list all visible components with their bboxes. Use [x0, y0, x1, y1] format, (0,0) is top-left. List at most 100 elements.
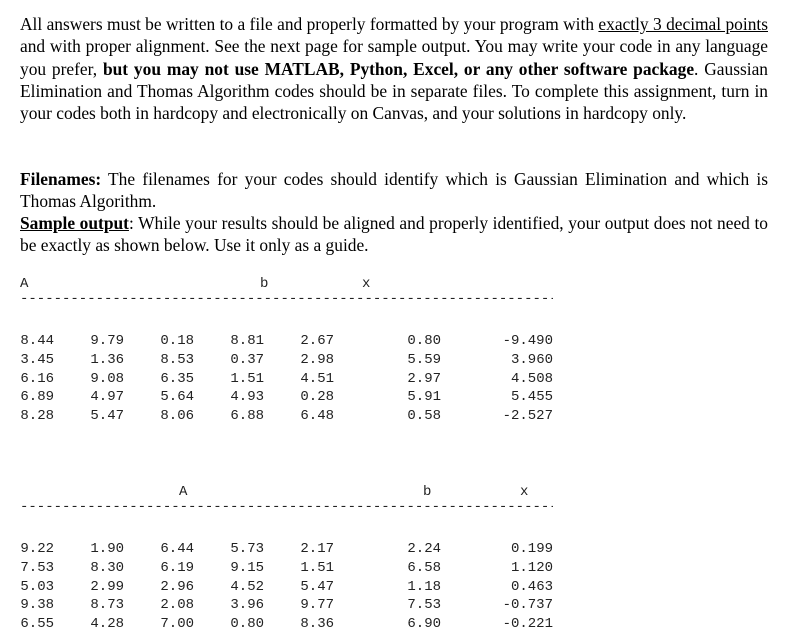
matrix-a-cell: 5.47	[300, 578, 334, 595]
matrix-a-cell: 9.15	[230, 559, 264, 576]
solution-x-cell: 0.199	[510, 541, 553, 557]
matrix-a-cell: 2.17	[300, 541, 334, 557]
matrix-a-cell: 4.93	[230, 389, 264, 406]
table-row: 6.55 4.28 7.00 0.80 8.36 6.90 -0.221	[0, 616, 795, 635]
table-row: 6.89 4.97 5.64 4.93 0.28 5.91 5.455	[0, 389, 795, 408]
solution-x-cell: -2.527	[502, 408, 553, 425]
solution-x-cell: 0.463	[510, 578, 553, 595]
matrix-a-cell: 6.88	[230, 408, 264, 425]
matrix-a-cell: 4.52	[230, 578, 264, 595]
matrix-a-cell: 3.96	[230, 597, 264, 614]
vector-b-cell: 0.58	[407, 408, 441, 425]
instructions-paragraph: All answers must be written to a file an…	[20, 13, 768, 124]
matrix-a-cell: 9.79	[90, 333, 124, 349]
header-b: b	[260, 276, 269, 292]
matrix-a-cell: 2.67	[300, 333, 334, 349]
sample-output-paragraph: Sample output: While your results should…	[20, 212, 768, 257]
matrix-a-cell: 5.64	[160, 389, 194, 406]
vector-b-cell: 6.90	[407, 616, 441, 633]
matrix-a-cell: 2.08	[160, 597, 194, 614]
bold-restriction: but you may not use MATLAB, Python, Exce…	[102, 58, 695, 79]
vector-b-cell: 7.53	[407, 597, 441, 614]
matrix-a-cell: 0.18	[160, 333, 194, 349]
matrix-a-cell: 0.37	[230, 351, 264, 368]
matrix-a-cell: 7.53	[20, 559, 54, 576]
table-row: 8.44 9.79 0.18 8.81 2.67 0.80 -9.490	[0, 333, 795, 352]
matrix-a-cell: 1.36	[90, 351, 124, 368]
solution-x-cell: 5.455	[510, 389, 553, 406]
solution-x-cell: -0.737	[502, 597, 553, 614]
matrix-a-cell: 6.19	[160, 559, 194, 576]
sample-output-label: Sample output	[20, 213, 129, 233]
solution-x-cell: 3.960	[510, 351, 553, 368]
matrix-a-cell: 8.36	[300, 616, 334, 633]
rule: ----------------------------------------…	[20, 291, 553, 307]
matrix-a-cell: 5.73	[230, 541, 264, 557]
vector-b-cell: 2.97	[407, 370, 441, 387]
header-x: x	[520, 484, 529, 500]
matrix-a-cell: 6.35	[160, 370, 194, 387]
table-row: 6.16 9.08 6.35 1.51 4.51 2.97 4.508	[0, 371, 795, 390]
matrix-a-cell: 8.73	[90, 597, 124, 614]
matrix-a-cell: 6.55	[20, 616, 54, 633]
vector-b-cell: 5.59	[407, 351, 441, 368]
filenames-label: Filenames:	[20, 169, 102, 189]
table-row: 9.22 1.90 6.44 5.73 2.17 2.24 0.199	[0, 541, 795, 560]
matrix-a-cell: 4.51	[300, 370, 334, 387]
matrix-a-cell: 2.99	[90, 578, 124, 595]
matrix-a-cell: 6.48	[300, 408, 334, 425]
matrix-a-cell: 4.28	[90, 616, 124, 633]
underlined-requirement: exactly 3 decimal points	[598, 14, 768, 34]
text: . Gaussian Elimination and Thomas Algori…	[20, 58, 768, 124]
table-row: 5.03 2.99 2.96 4.52 5.47 1.18 0.463	[0, 579, 795, 598]
matrix-a-cell: 9.22	[20, 541, 54, 557]
header-b: b	[423, 484, 432, 500]
matrix-a-cell: 8.81	[230, 333, 264, 349]
matrix-a-cell: 7.00	[160, 616, 194, 633]
table-row: 8.28 5.47 8.06 6.88 6.48 0.58 -2.527	[0, 408, 795, 427]
table-row: 7.53 8.30 6.19 9.15 1.51 6.58 1.120	[0, 560, 795, 579]
matrix-a-cell: 6.44	[160, 541, 194, 557]
matrix-a-cell: 5.47	[90, 408, 124, 425]
rule: ----------------------------------------…	[20, 499, 553, 515]
matrix-a-cell: 8.06	[160, 408, 194, 425]
matrix-a-cell: 0.80	[230, 616, 264, 633]
vector-b-cell: 6.58	[407, 559, 441, 576]
matrix-a-cell: 1.51	[300, 559, 334, 576]
matrix-a-cell: 8.30	[90, 559, 124, 576]
text: : While your results should be aligned a…	[20, 213, 768, 256]
text: All answers must be written to a file an…	[20, 14, 599, 34]
matrix-a-cell: 5.03	[20, 578, 54, 595]
matrix-a-cell: 9.38	[20, 597, 54, 614]
filenames-paragraph: Filenames: The filenames for your codes …	[20, 168, 768, 213]
vector-b-cell: 5.91	[407, 389, 441, 406]
matrix-a-cell: 8.53	[160, 351, 194, 368]
matrix-a-cell: 2.98	[300, 351, 334, 368]
solution-x-cell: 1.120	[510, 559, 553, 576]
header-A: A	[179, 484, 188, 500]
matrix-a-cell: 6.16	[20, 370, 54, 387]
table-row: 9.38 8.73 2.08 3.96 9.77 7.53 -0.737	[0, 597, 795, 616]
vector-b-cell: 2.24	[407, 541, 441, 557]
matrix-a-cell: 4.97	[90, 389, 124, 406]
text: and with proper alignment. See the next …	[20, 36, 768, 79]
matrix-a-cell: 0.28	[300, 389, 334, 406]
header-x: x	[362, 276, 371, 292]
solution-x-cell: 4.508	[510, 370, 553, 387]
matrix-a-cell: 1.90	[90, 541, 124, 557]
vector-b-cell: 0.80	[407, 333, 441, 349]
header-A: A	[20, 276, 29, 292]
matrix-a-cell: 2.96	[160, 578, 194, 595]
matrix-a-cell: 8.44	[20, 333, 54, 349]
solution-x-cell: -0.221	[502, 616, 553, 633]
text: The filenames for your codes should iden…	[20, 169, 768, 212]
vector-b-cell: 1.18	[407, 578, 441, 595]
matrix-a-cell: 8.28	[20, 408, 54, 425]
matrix-a-cell: 9.08	[90, 370, 124, 387]
matrix-a-cell: 6.89	[20, 389, 54, 406]
matrix-a-cell: 1.51	[230, 370, 264, 387]
matrix-a-cell: 9.77	[300, 597, 334, 614]
table-row: 3.45 1.36 8.53 0.37 2.98 5.59 3.960	[0, 352, 795, 371]
matrix-a-cell: 3.45	[20, 351, 54, 368]
solution-x-cell: -9.490	[502, 333, 553, 349]
